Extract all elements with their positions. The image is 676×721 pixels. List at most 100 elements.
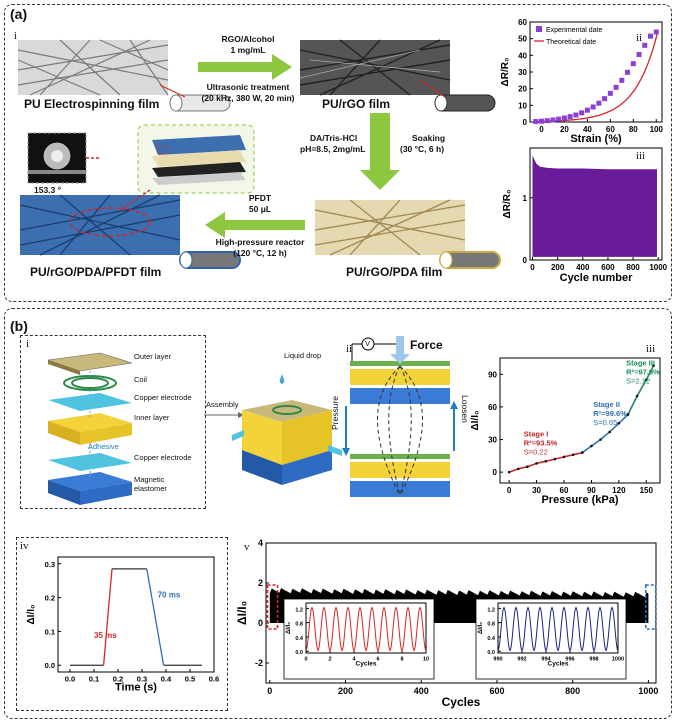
layer-adhesive: Adhesive [88,442,119,451]
y-tick-label: 50 [518,35,527,44]
panel-a [4,4,672,302]
x-tick-label: 90 [587,486,596,495]
cycle-band [532,155,657,257]
y-tick-label: 0 [493,468,498,477]
plot-frame [529,21,663,123]
panel-b-sub-v: v [244,541,250,553]
layer-magnetic: Magnetic elastomer [134,475,167,493]
stage-line [627,365,655,415]
data-point [652,364,655,367]
y-tick-label: 0.0 [295,650,303,656]
panel-b-label: (b) [10,318,28,334]
step1-top2: 1 mg/mL [230,45,266,55]
y-tick-label: 0.2 [45,594,55,603]
data-point [573,112,579,118]
pda-film-image [314,199,501,269]
layer-copper-1: Copper electrode [134,393,192,402]
highlight-end [644,584,657,630]
x-tick-label: 996 [565,657,574,663]
data-point [608,430,612,434]
chart-a-iii: 0 200 400 600 800 1000 0 1 Cycle number ΔR/R₀ [502,147,668,284]
y-tick-label: 0.4 [487,636,496,642]
y-tick-label: 40 [518,51,527,60]
pfdt-film-image [19,194,241,269]
y-tick-label: 60 [518,18,527,27]
stage-line [581,413,629,454]
x-tick-label: 0 [304,657,307,663]
x-tick-label: 0 [539,125,544,134]
voltmeter-label: V [365,339,371,348]
x-tick-label: 0.5 [185,675,195,684]
data-point [613,84,619,90]
y-tick-label: 90 [488,370,497,379]
step2-right2: (30 °C, 6 h) [400,144,445,154]
fall-time-label: 70 ms [158,591,181,600]
film-rgo-label: PU/rGO film [322,97,391,111]
film-pda-label: PU/rGO/PDA film [346,265,443,279]
x-axis-label: Time (s) [115,682,157,694]
data-point [653,29,659,35]
panel-a-sub-iii: iii [636,150,646,162]
x-tick-label: 200 [338,686,353,696]
x-tick-label: 0 [507,486,512,495]
panel-a-label: (a) [10,6,28,22]
data-point [533,119,539,124]
theory-line [535,32,659,123]
step3-bot2: (120 °C, 12 h) [233,248,287,258]
x-tick-label: 990 [493,657,502,663]
data-point [635,394,639,398]
data-point [590,444,593,448]
y-tick-label: 0.8 [295,622,303,628]
data-point [596,100,602,106]
layer-inner: Inner layer [134,413,170,422]
stage-r2: R²=97.9% [626,368,660,377]
x-tick-label: 80 [629,125,638,134]
assembly-label: Assembly [206,400,239,409]
data-point [526,465,529,468]
panel-b-sub-iv: iv [20,540,29,552]
rgo-film-image [299,39,496,112]
y-tick-label: 30 [488,436,497,445]
data-point [544,118,550,124]
data-point [626,413,630,416]
layer-coil: Coil [134,375,147,384]
stage-sensitivity: S=0.22 [524,447,548,456]
arrow-right-step1 [198,54,292,80]
y-tick-label: 60 [488,403,497,412]
plot-frame [305,602,427,654]
x-tick-label: 0 [267,686,272,696]
data-point [607,90,613,96]
y-tick-label: 0.0 [45,661,55,670]
plot-frame [499,357,661,484]
step3-top2: 50 μL [248,204,272,214]
film-pfdt-label: PU/rGO/PDA/PFDT film [30,265,162,279]
inset-signal [305,606,427,652]
plot-frame [57,556,215,673]
x-tick-label: 150 [640,486,654,495]
panel-a-scheme [17,39,501,269]
y-tick-label: 0.0 [487,650,495,656]
x-tick-label: 800 [565,686,580,696]
x-tick-label: 4 [352,657,356,663]
data-point [579,110,585,116]
x-tick-label: 994 [541,657,551,663]
data-point [562,455,566,459]
data-point [617,421,621,425]
data-point [630,61,636,67]
x-tick-label: 2 [328,657,331,663]
data-point [516,467,520,471]
contact-angle-label: 153.3 ° [34,185,62,195]
rise-time-label: 35 ms [94,631,117,640]
step1-bot2: (20 kHz, 380 W, 20 min) [201,93,295,103]
force-label: Force [410,338,443,352]
x-tick-label: 1000 [612,657,624,663]
y-tick-label: 0 [523,256,528,265]
y-axis-label: ΔR/R₀ [500,58,511,87]
assembly-arrow [204,412,244,418]
data-point [550,117,556,123]
panel-b-sub-i: i [26,338,30,350]
x-tick-label: 30 [532,486,541,495]
data-point [567,114,573,120]
